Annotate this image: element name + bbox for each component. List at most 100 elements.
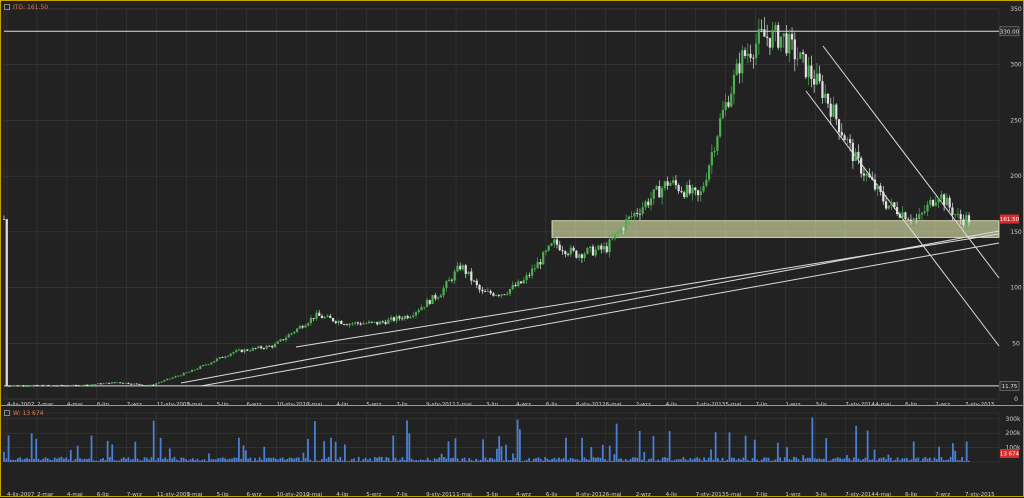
volume-bar [242, 445, 245, 462]
candle-body [290, 333, 293, 335]
price-y-tick-label: 300 [1010, 62, 1022, 69]
candle-body [627, 216, 630, 220]
candle-body [456, 265, 459, 272]
price-chart[interactable]: 0 50 100 150 200 250 300 350 4-lis-2007 2-mar 4-ma… [1, 1, 1024, 405]
volume-bar [171, 458, 174, 462]
volume-bar [783, 457, 786, 462]
volume-bar [491, 458, 494, 462]
volume-bar [115, 460, 118, 462]
candle-body [124, 382, 127, 384]
volume-bar [376, 457, 379, 462]
candle-body [224, 356, 227, 358]
volume-bar [394, 457, 397, 462]
volume-bar [475, 458, 478, 462]
volume-bar [862, 459, 864, 462]
volume-bar [290, 458, 293, 462]
volume-x-tick-label: 6-wrz [247, 492, 262, 498]
candle-body [735, 63, 738, 76]
candle-body [448, 279, 451, 282]
volume-bar [583, 457, 586, 462]
volume-bar [565, 437, 567, 462]
volume-bar [90, 435, 93, 462]
volume-bar [703, 457, 706, 462]
volume-bar [12, 459, 15, 462]
candle-body [818, 73, 821, 82]
candle-body [409, 316, 412, 319]
candle-body [152, 384, 155, 386]
volume-bar [760, 459, 763, 462]
volume-bar [353, 458, 355, 462]
volume-bar [143, 457, 146, 462]
candle-body [492, 293, 495, 296]
volume-y-tick-label: 100k [1006, 445, 1021, 452]
candle-body [348, 323, 351, 326]
volume-bar [641, 459, 643, 462]
volume-bar [58, 457, 61, 462]
volume-bar [295, 457, 298, 462]
volume-bar [813, 458, 816, 462]
candle-body [392, 317, 395, 321]
panel-menu-icon[interactable] [4, 4, 10, 10]
volume-bar [454, 438, 457, 462]
candle-body [25, 386, 28, 387]
volume-bar [155, 460, 157, 462]
volume-bar [668, 431, 671, 462]
candle-body [359, 323, 362, 325]
volume-bar [442, 456, 445, 462]
volume-bar [185, 459, 187, 462]
candle-body [193, 369, 196, 371]
candle-body [174, 376, 177, 378]
candle-body [738, 63, 741, 74]
candle-body [943, 194, 946, 206]
candle-body [746, 53, 749, 56]
candle-body [843, 135, 846, 141]
candle-body [514, 284, 517, 287]
volume-bar [873, 449, 876, 462]
volume-bar [408, 433, 411, 462]
volume-bar [191, 458, 194, 462]
volume-bar [521, 461, 524, 462]
volume-bar [472, 460, 475, 462]
price-y-tick-label: 50 [1012, 340, 1020, 347]
volume-bar [311, 461, 314, 462]
candle-body [486, 291, 489, 292]
volume-bar [327, 456, 330, 462]
price-x-tick-label: 10-sty-2010 [276, 402, 310, 405]
volume-bar [95, 460, 98, 462]
candle-body [91, 384, 94, 386]
candle-body [710, 152, 713, 166]
candle-body [304, 325, 307, 328]
volume-bar [244, 450, 247, 462]
candle-body [376, 321, 379, 325]
volume-bar [452, 457, 455, 462]
volume-bar [770, 460, 772, 462]
volume-bar [72, 460, 74, 462]
candle-body [83, 384, 86, 386]
candle-body [60, 385, 64, 386]
volume-bar [675, 459, 678, 462]
volume-bar [369, 458, 372, 462]
volume-bar [433, 458, 436, 462]
volume-bar [864, 457, 867, 462]
volume-bar [753, 439, 756, 462]
candle-body [893, 202, 896, 208]
volume-panel-menu-icon[interactable] [4, 410, 10, 416]
candle-body [566, 254, 570, 255]
candle-body [837, 119, 841, 133]
candle-body [298, 326, 301, 329]
volume-bar [226, 459, 229, 462]
volume-bar [65, 457, 68, 462]
candle-body [94, 384, 97, 386]
volume-bar [585, 459, 588, 462]
candle-body [768, 37, 772, 48]
price-x-tick-label: 1-maj [456, 402, 472, 405]
volume-bar [16, 458, 19, 462]
volume-x-tick-label: 11-sty-2009 [157, 492, 191, 498]
volume-bar [436, 459, 438, 462]
volume-bar [182, 457, 185, 462]
volume-bar [281, 457, 284, 462]
volume-bar [657, 459, 659, 462]
volume-bar [413, 460, 415, 462]
volume-bar [574, 459, 577, 462]
